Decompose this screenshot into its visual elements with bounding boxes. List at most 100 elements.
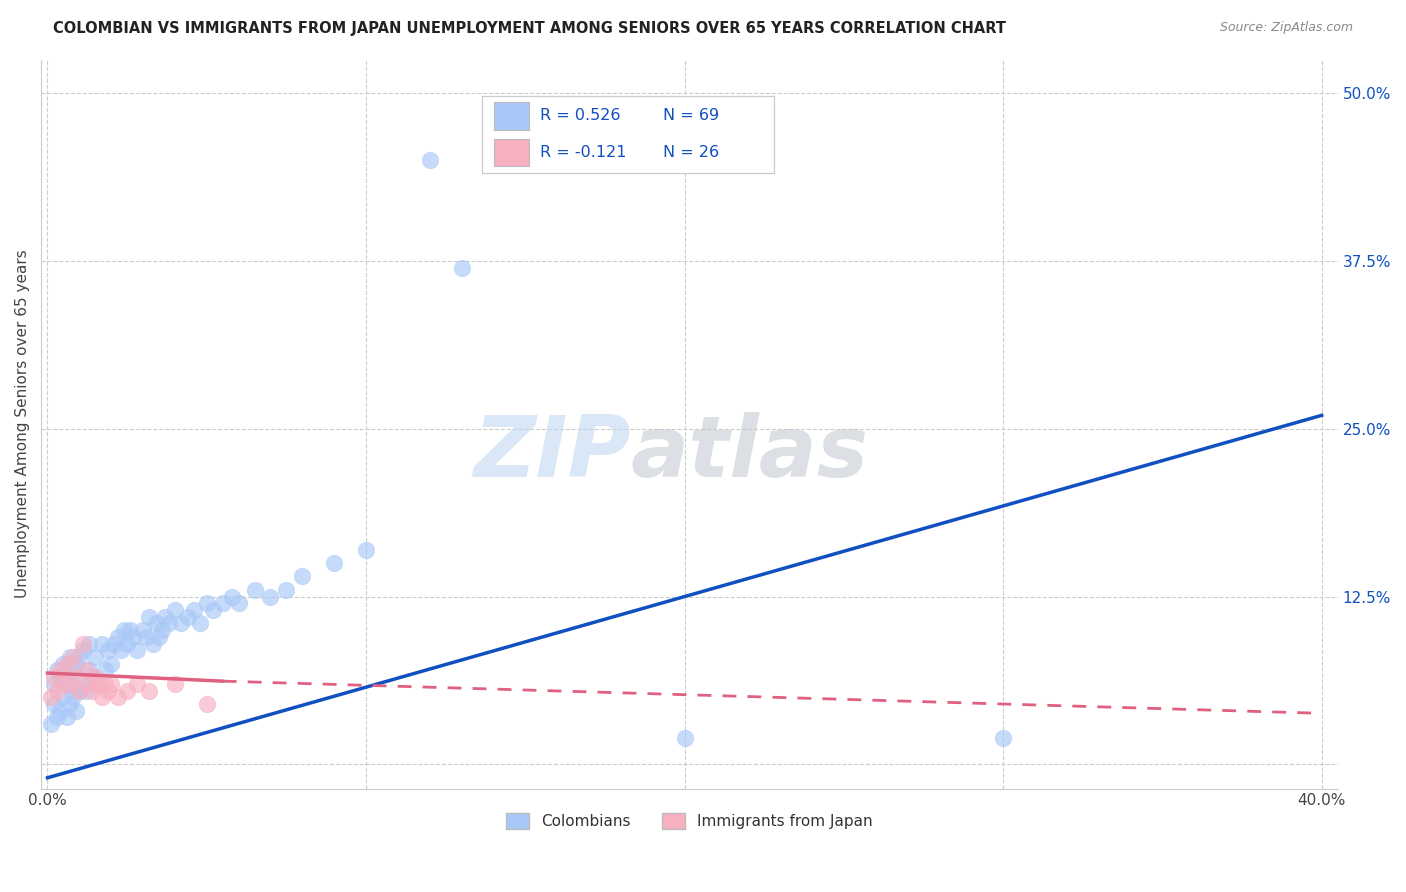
Point <box>52 657 75 671</box>
Point <box>65 670 87 684</box>
Point <box>195 697 218 711</box>
Point <box>39 717 62 731</box>
Point <box>202 603 225 617</box>
Point <box>163 677 186 691</box>
Point <box>94 664 117 678</box>
Point <box>80 670 103 684</box>
Point <box>52 690 75 705</box>
Point <box>77 664 100 678</box>
Point <box>59 697 82 711</box>
Point <box>107 630 129 644</box>
Point <box>450 260 472 275</box>
Point <box>62 690 84 705</box>
Point <box>72 677 94 691</box>
Point <box>110 643 132 657</box>
Point <box>97 643 120 657</box>
Point <box>67 683 90 698</box>
Point <box>80 683 103 698</box>
Point <box>90 636 112 650</box>
Point <box>62 650 84 665</box>
Point <box>170 616 193 631</box>
Point <box>100 677 122 691</box>
Point <box>190 616 212 631</box>
Point <box>276 582 298 597</box>
Point <box>115 636 138 650</box>
Point <box>419 153 441 168</box>
Point <box>183 603 205 617</box>
Point <box>52 677 75 691</box>
Point <box>354 542 377 557</box>
Y-axis label: Unemployment Among Seniors over 65 years: Unemployment Among Seniors over 65 years <box>15 250 30 599</box>
Point <box>115 683 138 698</box>
Point <box>75 664 97 678</box>
Text: Source: ZipAtlas.com: Source: ZipAtlas.com <box>1219 21 1353 34</box>
Point <box>148 630 170 644</box>
Point <box>163 603 186 617</box>
Point <box>67 683 90 698</box>
Point <box>94 677 117 691</box>
Point <box>65 704 87 718</box>
Point <box>87 677 110 691</box>
Point <box>46 710 69 724</box>
Point <box>323 556 346 570</box>
Point <box>107 690 129 705</box>
Point <box>46 683 69 698</box>
Legend: Colombians, Immigrants from Japan: Colombians, Immigrants from Japan <box>501 807 879 836</box>
Point <box>673 731 696 745</box>
Point <box>67 650 90 665</box>
Point <box>120 623 142 637</box>
Point <box>138 609 160 624</box>
Point <box>59 677 82 691</box>
Point <box>84 670 107 684</box>
Point <box>991 731 1014 745</box>
Point <box>42 677 65 691</box>
Point <box>112 623 135 637</box>
Point <box>125 677 148 691</box>
Text: COLOMBIAN VS IMMIGRANTS FROM JAPAN UNEMPLOYMENT AMONG SENIORS OVER 65 YEARS CORR: COLOMBIAN VS IMMIGRANTS FROM JAPAN UNEMP… <box>53 21 1007 36</box>
Point <box>100 657 122 671</box>
Point <box>42 670 65 684</box>
Point <box>49 704 72 718</box>
Text: ZIP: ZIP <box>474 412 631 495</box>
Point <box>135 630 157 644</box>
Point <box>142 636 165 650</box>
Point <box>55 657 77 671</box>
Point <box>228 596 250 610</box>
Point <box>77 677 100 691</box>
Point <box>221 590 243 604</box>
Point <box>138 683 160 698</box>
Point <box>176 609 198 624</box>
Point <box>75 683 97 698</box>
Point <box>259 590 281 604</box>
Point <box>97 683 120 698</box>
Point <box>59 677 82 691</box>
Point <box>55 670 77 684</box>
Point <box>90 690 112 705</box>
Point <box>243 582 266 597</box>
Point <box>157 616 180 631</box>
Point <box>65 657 87 671</box>
Point <box>59 650 82 665</box>
Point <box>55 710 77 724</box>
Point <box>62 664 84 678</box>
Point <box>132 623 155 637</box>
Point <box>72 643 94 657</box>
Point <box>39 690 62 705</box>
Point <box>125 643 148 657</box>
Point <box>77 636 100 650</box>
Point <box>195 596 218 610</box>
Point <box>155 609 177 624</box>
Point <box>49 670 72 684</box>
Text: atlas: atlas <box>631 412 869 495</box>
Point <box>46 664 69 678</box>
Point <box>211 596 233 610</box>
Point <box>291 569 314 583</box>
Point <box>87 677 110 691</box>
Point <box>122 630 145 644</box>
Point <box>150 623 173 637</box>
Point <box>145 616 167 631</box>
Point <box>84 650 107 665</box>
Point <box>49 664 72 678</box>
Point <box>72 636 94 650</box>
Point <box>42 697 65 711</box>
